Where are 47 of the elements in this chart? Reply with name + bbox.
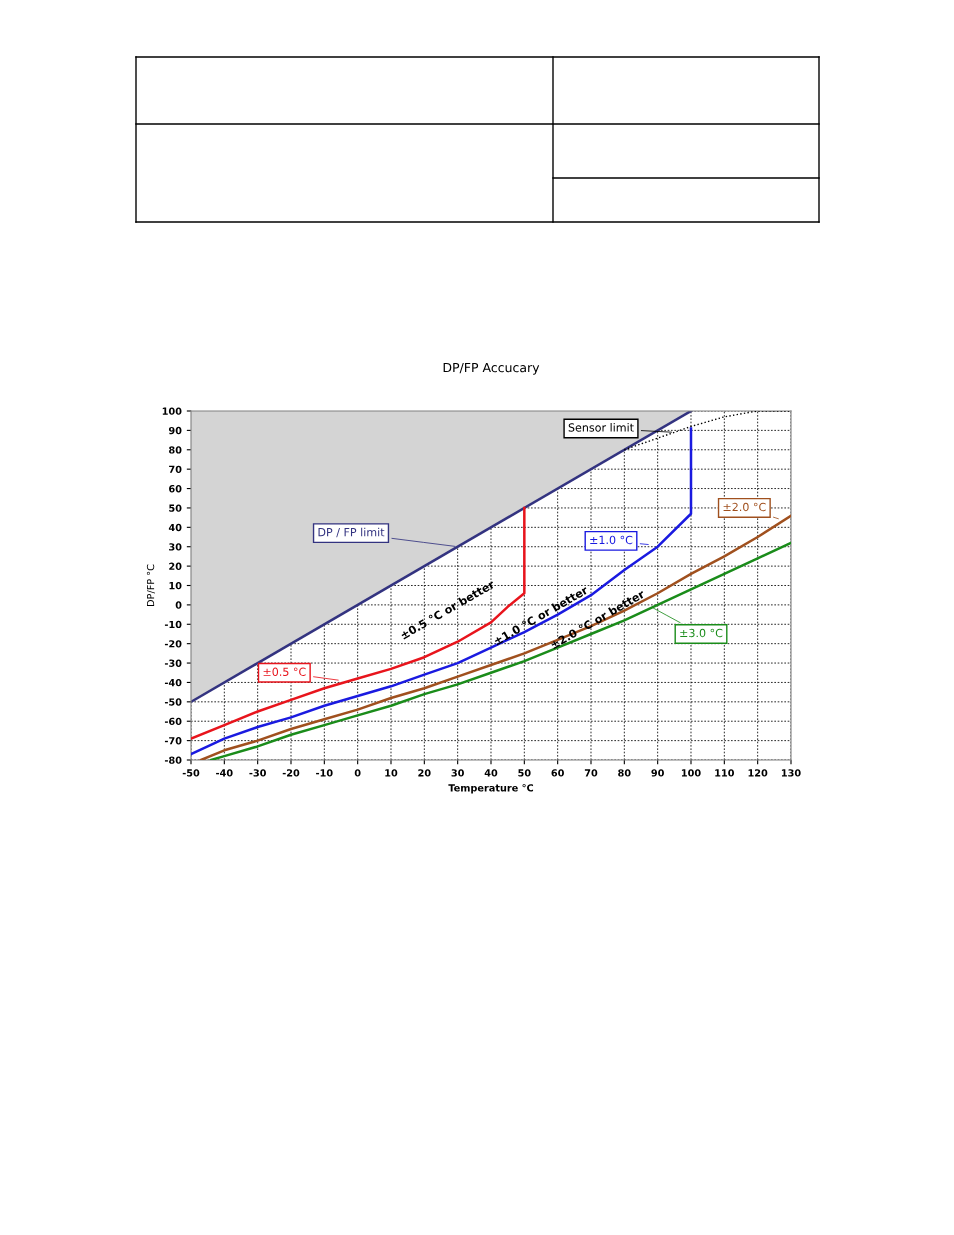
text: ±3.0 °C [680,628,723,638]
y-tick-label: -80 [164,756,182,764]
y-tick-label: 100 [162,407,182,415]
x-tick-label: 70 [584,769,598,777]
x-tick-label: -30 [249,769,266,777]
y-tick-label: 40 [168,523,182,532]
x-tick-label: 30 [451,769,464,777]
x-tick-label: -50 [182,769,200,777]
x-tick-label: 60 [551,769,564,777]
x-axis-title: Temperature °C [448,784,534,794]
x-tick-label: 20 [418,769,431,777]
y-tick-label: 90 [168,426,182,435]
x-tick-label: 50 [518,769,531,777]
legend-label: ±0.5 °C [263,667,306,676]
y-tick-label: 0 [175,601,182,609]
x-tick-label: 120 [748,769,768,777]
text: DP / FP limit [318,527,385,538]
x-tick-label: 90 [651,769,664,777]
y-tick-label: -40 [164,678,182,687]
x-tick-label: -40 [216,769,233,777]
y-tick-label: -50 [164,698,182,706]
x-tick-label: -10 [316,769,333,777]
y-tick-label: 10 [169,581,182,590]
y-tick-label: 80 [169,446,182,454]
x-tick-label: 0 [354,769,361,777]
x-tick-label: 130 [781,769,801,777]
chart-title: DP/FP Accucary [443,363,540,375]
x-tick-label: 110 [715,769,735,777]
y-tick-label: 20 [169,562,182,570]
y-axis-title: DP/FP °C [146,564,155,606]
y-tick-label: -20 [164,640,182,648]
legend-label: Sensor limit [568,423,634,432]
x-tick-label: -20 [282,769,300,777]
y-tick-label: 30 [169,543,182,551]
x-tick-label: 100 [681,769,701,777]
y-tick-label: -70 [164,737,182,745]
y-tick-label: -10 [164,620,182,629]
y-tick-label: -60 [164,717,182,726]
y-tick-label: 50 [169,504,182,512]
series-label: ±2.0 °C [723,502,766,512]
y-tick-label: 70 [169,465,182,473]
x-tick-label: 40 [484,769,498,777]
legend-label: ±1.0 °C [590,535,633,545]
x-tick-label: 80 [618,769,631,777]
y-tick-label: -30 [164,659,182,667]
y-tick-label: 60 [169,485,182,493]
x-tick-label: 10 [385,769,398,777]
